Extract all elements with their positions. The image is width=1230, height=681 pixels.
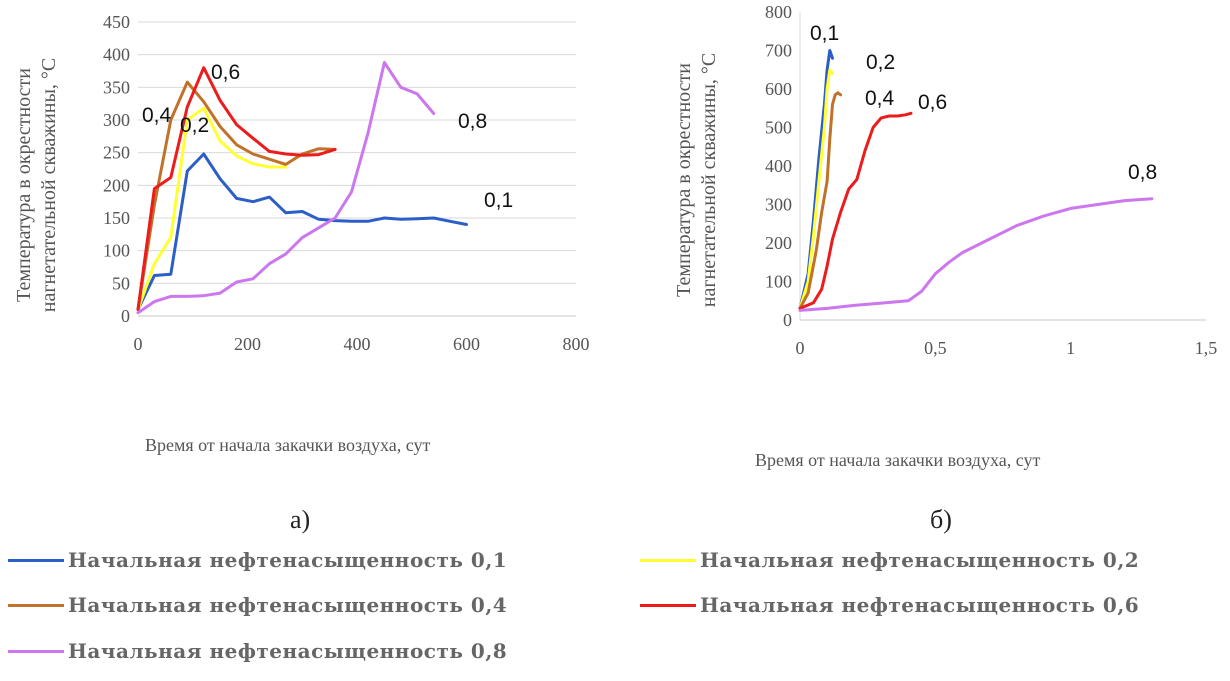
chart-a-xtick-label: 600 — [453, 334, 480, 354]
chart-b-xlabel: Время от начала закачки воздуха, сут — [755, 450, 1041, 470]
chart-a-ytick-label: 450 — [103, 12, 130, 32]
legend-label-06: Начальная нефтенасыщенность 0,6 — [700, 593, 1140, 617]
chart-a: Температура в окрестности нагнетательной… — [13, 12, 590, 354]
chart-a-series-line-02 — [136, 106, 288, 311]
chart-a-ylabel-line1: Температура в окрестности — [13, 68, 35, 302]
chart-b-xtick-label: 0 — [796, 338, 805, 358]
chart-b-ytick-label: 800 — [765, 2, 792, 22]
chart-a-series-label-01: 0,1 — [484, 189, 513, 212]
chart-b-ytick-label: 600 — [765, 79, 792, 99]
chart-a-ytick-label: 150 — [103, 208, 130, 228]
chart-a-ytick-label: 50 — [112, 273, 130, 293]
chart-b-xtick-label: 1,5 — [1195, 338, 1218, 358]
chart-b-ytick-label: 200 — [765, 233, 792, 253]
chart-a-series-line-06 — [136, 66, 337, 311]
chart-a-ytick-label: 300 — [103, 110, 130, 130]
panel-caption-a: а) — [290, 505, 311, 534]
chart-b-xtick-label: 0,5 — [924, 338, 947, 358]
legend-swatch-02 — [640, 558, 696, 562]
legend-item-02: Начальная нефтенасыщенность 0,2 — [640, 548, 1139, 572]
chart-b-series-line-04 — [798, 91, 843, 310]
chart-a-series-line-08 — [136, 61, 436, 315]
chart-a-xtick-label: 0 — [134, 334, 143, 354]
chart-a-ytick-label: 200 — [103, 175, 130, 195]
chart-b-series-line-06 — [798, 111, 913, 310]
chart-b-series-label-04: 0,4 — [865, 87, 895, 110]
chart-a-series-label-06: 0,6 — [211, 61, 240, 84]
chart-a-ytick-label: 100 — [103, 241, 130, 261]
chart-b-series-label-01: 0,1 — [810, 22, 839, 45]
chart-b-ylabel-line2: нагнетательной скважины, °C — [698, 53, 720, 307]
chart-b-ytick-label: 400 — [765, 156, 792, 176]
chart-b: Температура в окрестности нагнетательной… — [673, 2, 1218, 358]
chart-b-series-line-02 — [798, 68, 834, 310]
chart-b-ytick-label: 100 — [765, 272, 792, 292]
chart-a-xtick-label: 200 — [234, 334, 261, 354]
chart-b-ytick-label: 500 — [765, 118, 792, 138]
chart-a-xlabel: Время от начала закачки воздуха, сут — [145, 435, 431, 455]
chart-a-xtick-label: 800 — [563, 334, 590, 354]
legend-label-08: Начальная нефтенасыщенность 0,8 — [68, 639, 508, 663]
legend: Начальная нефтенасыщенность 0,1 Начальна… — [8, 548, 1228, 678]
legend-label-01: Начальная нефтенасыщенность 0,1 — [68, 548, 508, 572]
chart-b-series-line-08 — [798, 197, 1154, 312]
legend-swatch-06 — [640, 603, 696, 607]
legend-item-06: Начальная нефтенасыщенность 0,6 — [640, 593, 1139, 617]
chart-a-xtick-label: 400 — [344, 334, 371, 354]
legend-swatch-08 — [8, 649, 64, 653]
legend-item-04: Начальная нефтенасыщенность 0,4 — [8, 593, 507, 617]
legend-item-01: Начальная нефтенасыщенность 0,1 — [8, 548, 507, 572]
chart-b-ytick-label: 0 — [783, 310, 792, 330]
chart-b-xtick-label: 1 — [1066, 338, 1075, 358]
chart-b-ytick-label: 700 — [765, 41, 792, 61]
chart-a-ylabel-line2: нагнетательной скважины, °C — [38, 58, 60, 312]
chart-a-ytick-label: 350 — [103, 77, 130, 97]
chart-b-ytick-label: 300 — [765, 195, 792, 215]
chart-a-series-line-01 — [136, 152, 468, 311]
chart-b-series-label-02: 0,2 — [866, 51, 895, 74]
chart-a-series-label-04: 0,4 — [142, 104, 172, 127]
chart-a-series-label-08: 0,8 — [458, 110, 487, 133]
chart-b-series-label-08: 0,8 — [1128, 161, 1157, 184]
chart-b-ylabel-line1: Температура в окрестности — [673, 63, 695, 297]
chart-a-series-label-02: 0,2 — [180, 114, 209, 137]
panel-caption-b: б) — [930, 505, 952, 534]
chart-a-ytick-label: 400 — [103, 45, 130, 65]
legend-label-04: Начальная нефтенасыщенность 0,4 — [68, 593, 508, 617]
legend-swatch-01 — [8, 558, 64, 562]
chart-a-ytick-label: 0 — [121, 306, 130, 326]
chart-b-series-label-06: 0,6 — [918, 91, 947, 114]
legend-item-08: Начальная нефтенасыщенность 0,8 — [8, 639, 507, 663]
legend-swatch-04 — [8, 603, 64, 607]
chart-a-ytick-label: 250 — [103, 143, 130, 163]
legend-label-02: Начальная нефтенасыщенность 0,2 — [700, 548, 1140, 572]
